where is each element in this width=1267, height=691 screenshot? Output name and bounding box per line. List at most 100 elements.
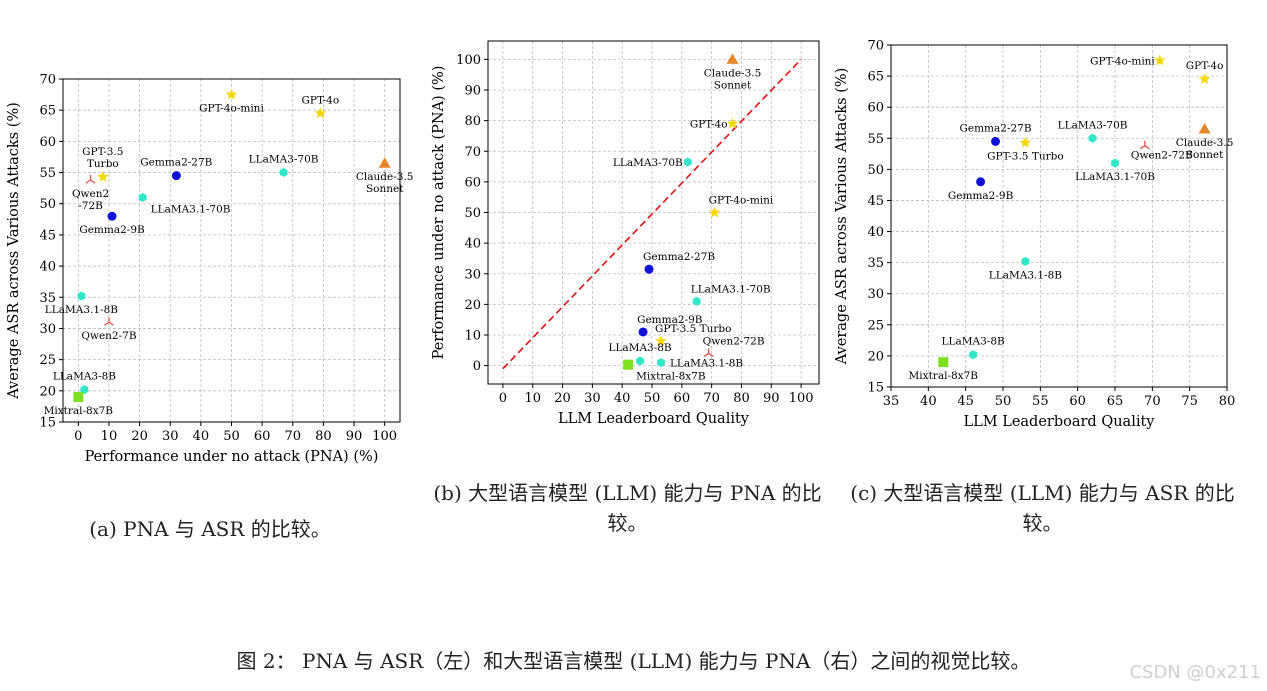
data-point: [708, 206, 721, 218]
plot-frame: [62, 78, 401, 423]
y-tick-label: 100: [456, 53, 481, 68]
data-point: [683, 157, 692, 167]
y-tick-label: 30: [464, 267, 481, 282]
x-tick-label: 40: [614, 391, 631, 406]
data-point: [279, 168, 288, 177]
data-point: [77, 291, 86, 301]
y-axis-label: Performance under no attack (PNA) (%): [431, 66, 447, 360]
y-tick-label: 30: [867, 287, 884, 302]
data-label: Gemma2-27B: [643, 251, 715, 263]
y-tick-label: 40: [39, 260, 56, 275]
x-tick-label: 60: [254, 429, 271, 444]
plot-frame: [487, 40, 820, 385]
x-tick-label: 45: [957, 394, 974, 409]
data-label: GPT-4o: [1186, 60, 1224, 72]
x-tick-label: 20: [554, 391, 571, 406]
x-tick-label: 80: [315, 429, 332, 444]
data-label: LLaMA3.1-70B: [151, 203, 231, 215]
data-point: [314, 107, 327, 119]
x-tick-label: 60: [1069, 394, 1086, 409]
y-tick-label: 80: [464, 114, 481, 129]
y-tick-label: 70: [867, 39, 884, 54]
data-label: LLaMA3-70B: [1058, 119, 1128, 131]
y-tick-label: 25: [39, 353, 56, 368]
data-label: LLaMA3.1-8B: [989, 269, 1062, 281]
x-tick-label: 40: [193, 429, 210, 444]
caption-b: (b) 大型语言模型 (LLM) 能力与 PNA 的比较。: [433, 481, 822, 535]
y-tick-label: 50: [39, 197, 56, 212]
y-tick-label: 40: [464, 237, 481, 252]
data-point: [1088, 133, 1097, 143]
x-tick-label: 30: [584, 391, 601, 406]
data-label: GPT-4o: [690, 119, 728, 131]
plot-area: 0 10 20 30 40 50 60 70 80 90 100 15 20 25 30 35 40 45 50 55…: [6, 73, 413, 466]
data-label: GPT-4o-mini: [199, 103, 264, 115]
x-tick-label: 30: [162, 429, 179, 444]
data-label: LLaMA3-8B: [53, 371, 116, 383]
data-point: [703, 348, 714, 357]
data-label: LLaMA3.1-70B: [1075, 171, 1155, 183]
x-tick-label: 55: [1032, 394, 1049, 409]
data-label: LLaMA3-8B: [608, 342, 671, 354]
y-tick-label: 50: [867, 163, 884, 178]
x-tick-label: 100: [372, 429, 397, 444]
data-label: LLaMA3-8B: [942, 336, 1005, 348]
data-label: Qwen2-72B: [72, 188, 109, 212]
data-label: Qwen2-7B: [81, 330, 136, 342]
y-tick-label: 35: [39, 291, 56, 306]
x-axis-label: Performance under no attack (PNA) (%): [85, 449, 379, 465]
x-tick-label: 70: [703, 391, 720, 406]
x-tick-label: 0: [499, 391, 507, 406]
data-label: Qwen2-72B: [1131, 150, 1193, 162]
plot-frame: [890, 44, 1228, 388]
data-label: Gemma2-27B: [140, 157, 212, 169]
data-label: LLaMA3-70B: [249, 154, 319, 166]
plot-area: 35 40 45 50 55 60 65 70 75 80 15 20 25 30 35 40 45 50 55 60…: [834, 39, 1235, 431]
y-tick-label: 60: [39, 135, 56, 150]
data-label: Gemma2-9B: [948, 190, 1014, 202]
x-tick-label: 35: [883, 394, 900, 409]
data-label: Mixtral-8x7B: [636, 371, 706, 383]
data-point: [938, 357, 949, 368]
y-tick-label: 20: [464, 298, 481, 313]
data-point: [638, 327, 648, 337]
x-tick-label: 80: [1219, 394, 1236, 409]
x-tick-label: 10: [101, 429, 118, 444]
data-label: Claude-3.5 Sonnet: [356, 171, 414, 195]
y-axis-label: Average ASR across Various Attacks (%): [6, 102, 22, 400]
x-tick-label: 20: [131, 429, 148, 444]
x-tick-label: 50: [644, 391, 661, 406]
chart-c: 35 40 45 50 55 60 65 70 75 80 15 20 25 30 35 40 45 50 55 60…: [834, 39, 1235, 431]
x-tick-label: 0: [74, 429, 82, 444]
x-tick-label: 65: [1107, 394, 1124, 409]
x-tick-label: 40: [920, 394, 937, 409]
y-tick-label: 15: [39, 416, 56, 431]
data-point: [976, 177, 986, 187]
y-axis-label: Average ASR across Various Attacks (%): [834, 68, 850, 366]
data-point: [1111, 158, 1119, 168]
data-label: Claude-3.5 Sonnet: [704, 67, 762, 91]
x-tick-label: 10: [524, 391, 541, 406]
y-tick-label: 20: [867, 349, 884, 364]
data-point: [655, 335, 667, 346]
x-tick-label: 70: [284, 429, 301, 444]
data-label: LLaMA3.1-8B: [45, 304, 118, 316]
x-tick-label: 50: [995, 394, 1012, 409]
data-label: Claude-3.5 Sonnet: [1176, 137, 1234, 161]
data-point: [692, 296, 701, 306]
x-tick-label: 60: [674, 391, 691, 406]
reference-line: [502, 58, 802, 370]
y-tick-label: 90: [464, 84, 481, 99]
x-tick-label: 70: [1144, 394, 1161, 409]
data-label: Gemma2-9B: [637, 314, 703, 326]
data-label: GPT-3.5 Turbo: [82, 146, 123, 170]
caption-a: (a) PNA 与 ASR 的比较。: [89, 517, 331, 541]
y-tick-label: 70: [464, 145, 481, 160]
data-point: [636, 356, 644, 366]
data-point: [107, 211, 117, 221]
x-tick-label: 50: [223, 429, 240, 444]
data-point: [726, 53, 739, 64]
data-label: Mixtral-8x7B: [909, 370, 979, 382]
y-tick-label: 45: [867, 194, 884, 209]
x-axis-label: LLM Leaderboard Quality: [558, 411, 750, 427]
